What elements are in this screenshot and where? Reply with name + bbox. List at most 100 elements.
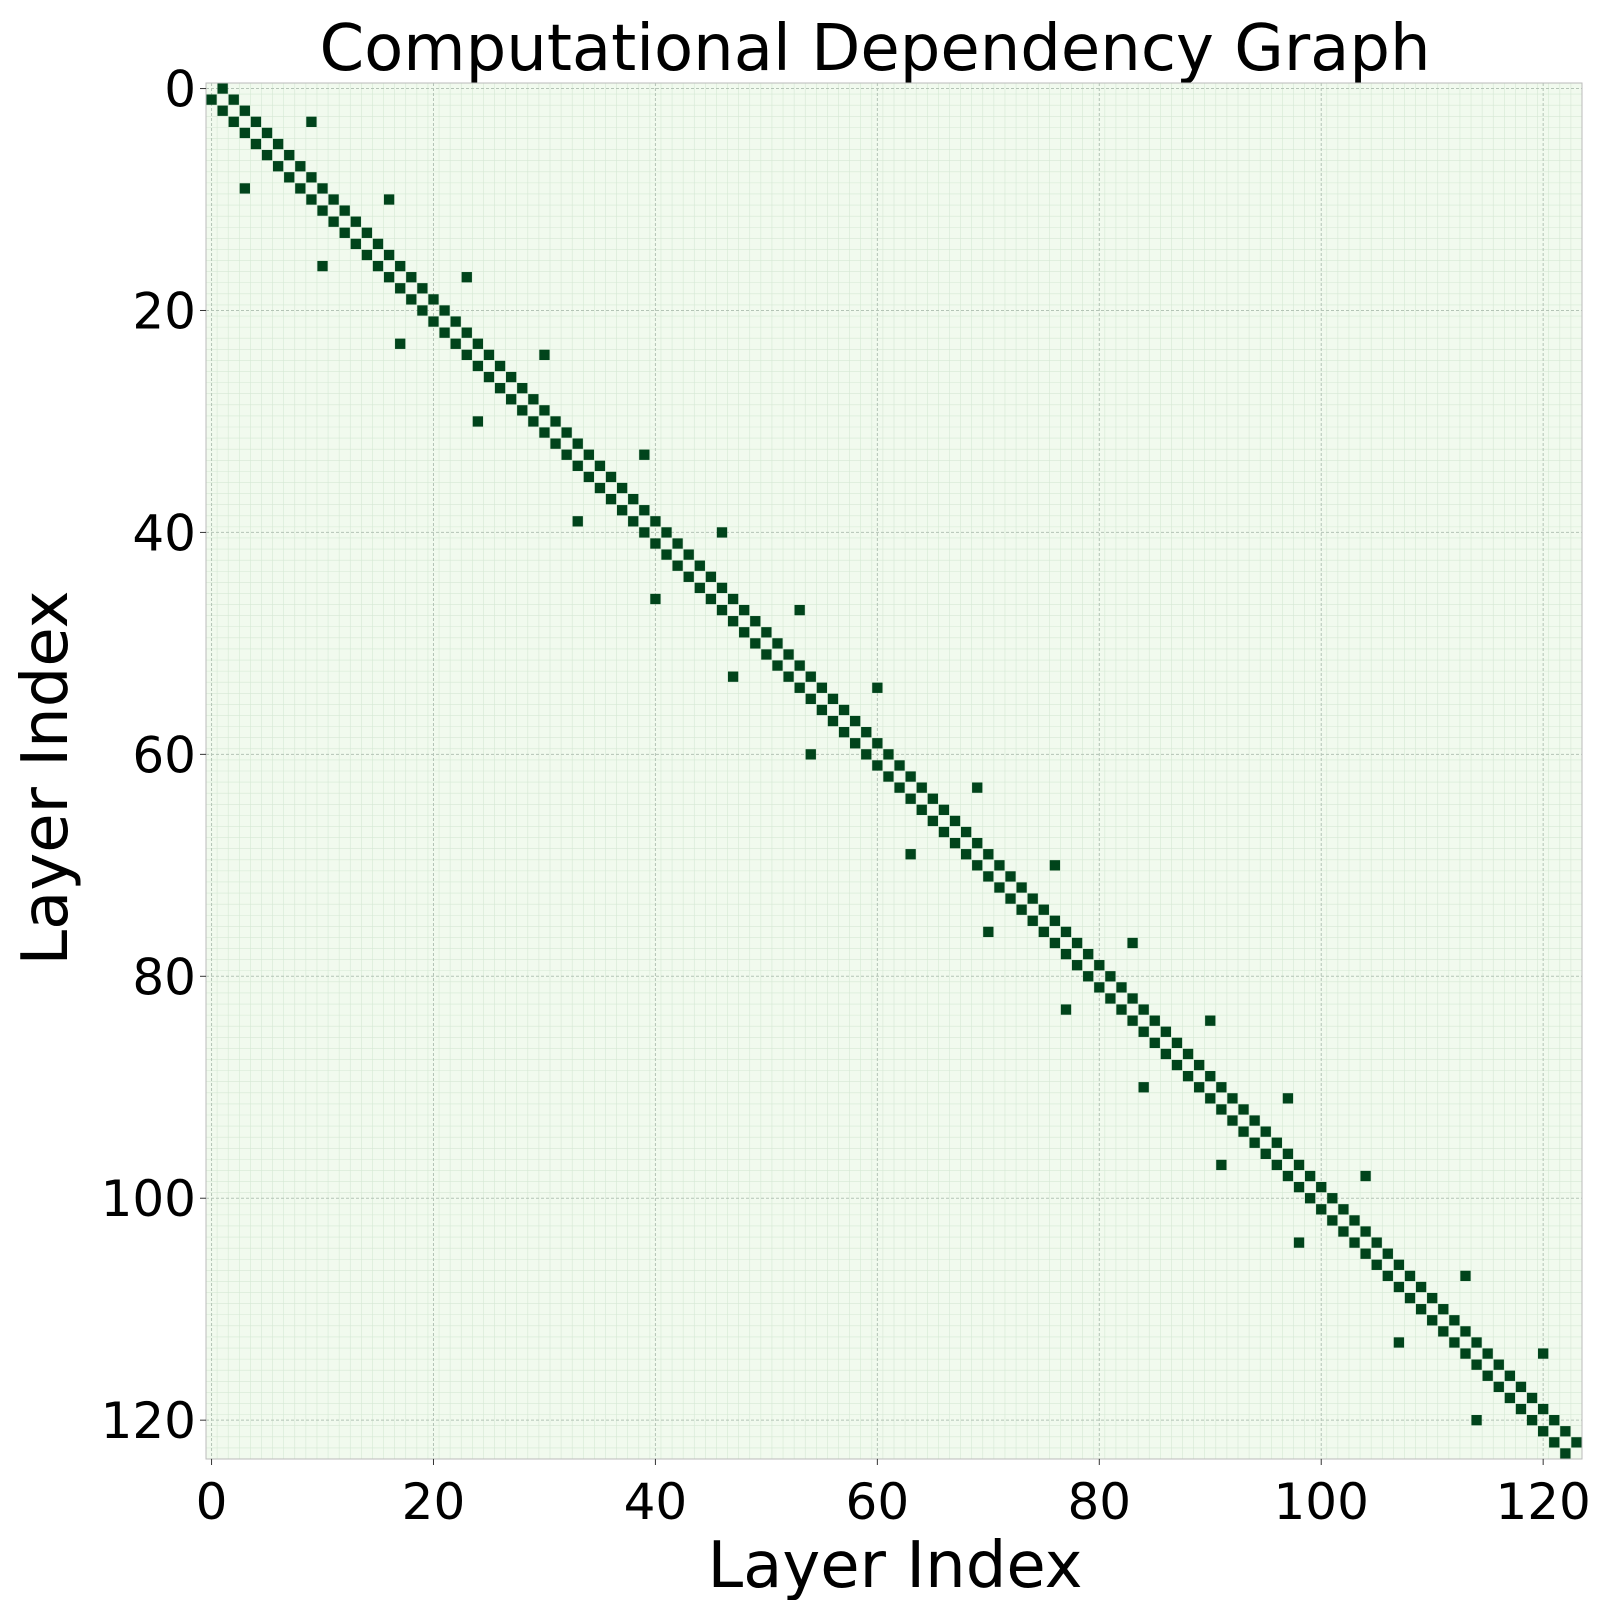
heatmap-cell bbox=[783, 671, 794, 682]
heatmap-cell bbox=[272, 138, 284, 150]
heatmap-cell bbox=[761, 627, 772, 638]
heatmap-cell bbox=[561, 449, 572, 460]
heatmap-cell bbox=[1271, 1159, 1282, 1171]
y-tick-label: 100 bbox=[101, 1170, 196, 1228]
heatmap-cell bbox=[1038, 904, 1049, 915]
heatmap-cell bbox=[827, 715, 839, 727]
heatmap-cell bbox=[1560, 1426, 1571, 1437]
heatmap-cell bbox=[661, 527, 672, 538]
heatmap-cell bbox=[1471, 1337, 1482, 1348]
heatmap-cell bbox=[1427, 1315, 1438, 1326]
heatmap-cell bbox=[1293, 1159, 1305, 1171]
heatmap-cell bbox=[983, 871, 994, 882]
heatmap-cell bbox=[1016, 882, 1027, 893]
heatmap-cell bbox=[306, 116, 317, 127]
y-axis-label: Layer Index bbox=[9, 591, 83, 966]
heatmap-cell bbox=[506, 394, 517, 405]
heatmap-cell bbox=[1549, 1415, 1560, 1426]
heatmap-cell bbox=[605, 493, 617, 505]
heatmap-cell bbox=[1127, 937, 1138, 949]
heatmap-cell bbox=[272, 161, 284, 172]
heatmap-cell bbox=[894, 782, 905, 793]
heatmap-cell bbox=[1249, 1137, 1260, 1148]
heatmap-cell bbox=[406, 294, 417, 305]
heatmap-cell bbox=[1071, 960, 1083, 971]
heatmap-cell bbox=[1049, 937, 1061, 949]
heatmap-cell bbox=[827, 693, 839, 705]
heatmap-cell bbox=[650, 593, 661, 605]
heatmap-cell bbox=[1316, 1181, 1327, 1193]
heatmap-cell bbox=[1271, 1137, 1282, 1148]
heatmap-cell bbox=[705, 571, 717, 582]
heatmap-cell bbox=[1205, 1071, 1216, 1082]
heatmap-cell bbox=[295, 183, 306, 194]
heatmap-cell bbox=[972, 782, 983, 793]
x-tick-label: 100 bbox=[1274, 1473, 1369, 1531]
heatmap-cell bbox=[1027, 893, 1038, 904]
heatmap-cell bbox=[994, 882, 1005, 893]
heatmap-cell bbox=[250, 116, 262, 127]
heatmap-cell bbox=[261, 127, 273, 139]
heatmap-cell bbox=[1471, 1415, 1482, 1426]
heatmap-cell bbox=[1071, 937, 1083, 949]
heatmap-cell bbox=[1282, 1148, 1294, 1159]
heatmap-cell bbox=[1149, 1037, 1160, 1049]
heatmap-cell bbox=[872, 738, 883, 749]
heatmap-cell bbox=[927, 793, 938, 804]
heatmap-cell bbox=[949, 815, 961, 827]
heatmap-cell bbox=[239, 127, 250, 139]
y-tick-label: 60 bbox=[132, 726, 196, 784]
heatmap-cell bbox=[1160, 1048, 1172, 1060]
heatmap-cell bbox=[295, 161, 306, 172]
x-tick-label: 0 bbox=[196, 1473, 228, 1531]
heatmap-cell bbox=[716, 582, 728, 594]
heatmap-cell bbox=[816, 682, 828, 693]
heatmap-cell bbox=[672, 538, 683, 549]
heatmap-cell bbox=[960, 849, 972, 860]
heatmap-cell bbox=[1049, 860, 1061, 871]
heatmap-cell bbox=[417, 305, 428, 316]
heatmap-cell bbox=[1438, 1304, 1449, 1315]
heatmap-cell bbox=[805, 693, 816, 705]
heatmap-cell bbox=[1282, 1093, 1294, 1104]
heatmap-cell bbox=[916, 804, 927, 815]
heatmap-cell bbox=[1127, 1015, 1138, 1026]
heatmap-cell bbox=[1515, 1381, 1527, 1393]
heatmap-cell bbox=[583, 471, 594, 483]
x-axis-label: Layer Index bbox=[708, 1529, 1083, 1600]
heatmap-cell bbox=[317, 183, 328, 194]
heatmap-cell bbox=[650, 538, 661, 549]
heatmap-cell bbox=[428, 316, 439, 327]
heatmap-cell bbox=[1427, 1292, 1438, 1304]
heatmap-cell bbox=[1493, 1359, 1504, 1370]
heatmap-cell bbox=[672, 560, 683, 571]
heatmap-cell bbox=[772, 660, 783, 671]
heatmap-cell bbox=[439, 305, 450, 316]
heatmap-cell bbox=[916, 782, 927, 793]
chart-title: Computational Dependency Graph bbox=[319, 12, 1430, 86]
heatmap-cell bbox=[306, 172, 317, 183]
heatmap-cell bbox=[528, 394, 539, 405]
heatmap-cell bbox=[450, 338, 461, 349]
heatmap-cell bbox=[539, 427, 550, 438]
heatmap-cell bbox=[461, 272, 472, 283]
heatmap-cell bbox=[1260, 1126, 1271, 1137]
heatmap-cell bbox=[905, 771, 916, 782]
heatmap-cell bbox=[716, 527, 728, 538]
heatmap-cell bbox=[217, 83, 228, 94]
heatmap-cell bbox=[594, 482, 606, 494]
heatmap-cell bbox=[1493, 1381, 1504, 1393]
heatmap-cell bbox=[1415, 1304, 1427, 1315]
heatmap-cell bbox=[372, 260, 384, 272]
heatmap-cell bbox=[306, 194, 317, 205]
heatmap-cell bbox=[528, 416, 539, 427]
heatmap-cell bbox=[439, 327, 450, 338]
heatmap-cell bbox=[383, 272, 395, 283]
heatmap-cell bbox=[639, 527, 650, 538]
heatmap-cell bbox=[1216, 1104, 1227, 1115]
heatmap-cell bbox=[972, 860, 983, 871]
heatmap-cell bbox=[1538, 1348, 1549, 1359]
y-tick-label: 120 bbox=[101, 1392, 196, 1450]
x-tick-label: 20 bbox=[402, 1473, 466, 1531]
